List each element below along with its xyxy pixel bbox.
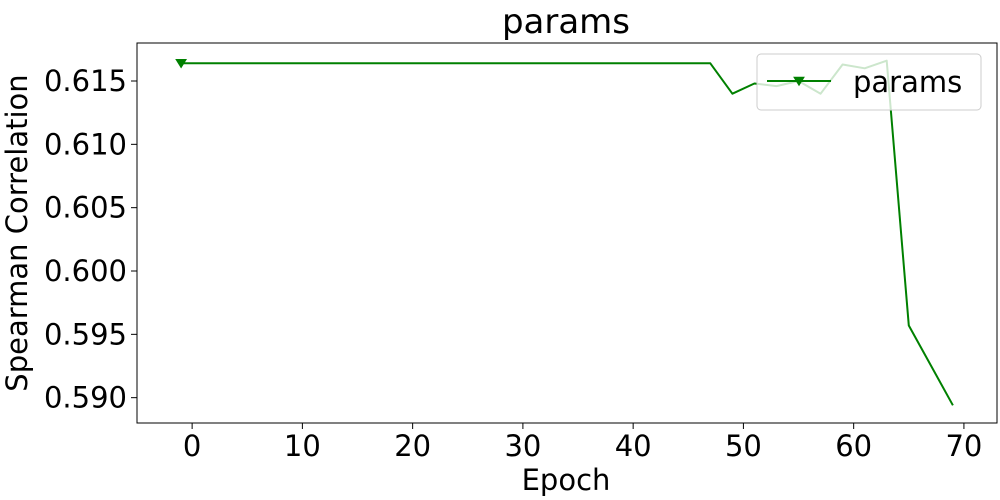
legend: params	[756, 53, 982, 111]
plot-area	[136, 42, 998, 424]
x-tick-label: 40	[615, 429, 652, 463]
x-tick-label: 30	[504, 429, 541, 463]
series-line-params	[181, 59, 954, 406]
y-axis-label: Spearman Correlation	[0, 74, 34, 391]
y-axis: 0.590 0.595 0.600 0.605 0.610 0.615	[44, 64, 137, 415]
x-axis: 0 10 20 30 40 50 60 70	[183, 423, 982, 463]
y-tick-label: 0.595	[44, 317, 127, 351]
x-tick-label: 20	[394, 429, 431, 463]
x-axis-label: Epoch	[522, 463, 611, 497]
x-tick-label: 70	[945, 429, 982, 463]
y-tick-label: 0.590	[44, 381, 127, 415]
series-layer	[175, 59, 954, 406]
x-tick-label: 50	[725, 429, 762, 463]
legend-box	[756, 53, 982, 111]
y-tick-label: 0.615	[44, 64, 127, 98]
chart-title: params	[502, 2, 630, 42]
x-tick-label: 60	[835, 429, 872, 463]
y-tick-label: 0.610	[44, 127, 127, 161]
x-tick-label: 0	[183, 429, 201, 463]
legend-marker-triangle-down-icon	[793, 76, 805, 87]
plot-frame	[136, 42, 998, 424]
y-tick-label: 0.605	[44, 191, 127, 225]
data-point-marker	[175, 59, 188, 69]
legend-label-params: params	[853, 65, 962, 99]
x-tick-label: 10	[284, 429, 321, 463]
y-tick-label: 0.600	[44, 254, 127, 288]
